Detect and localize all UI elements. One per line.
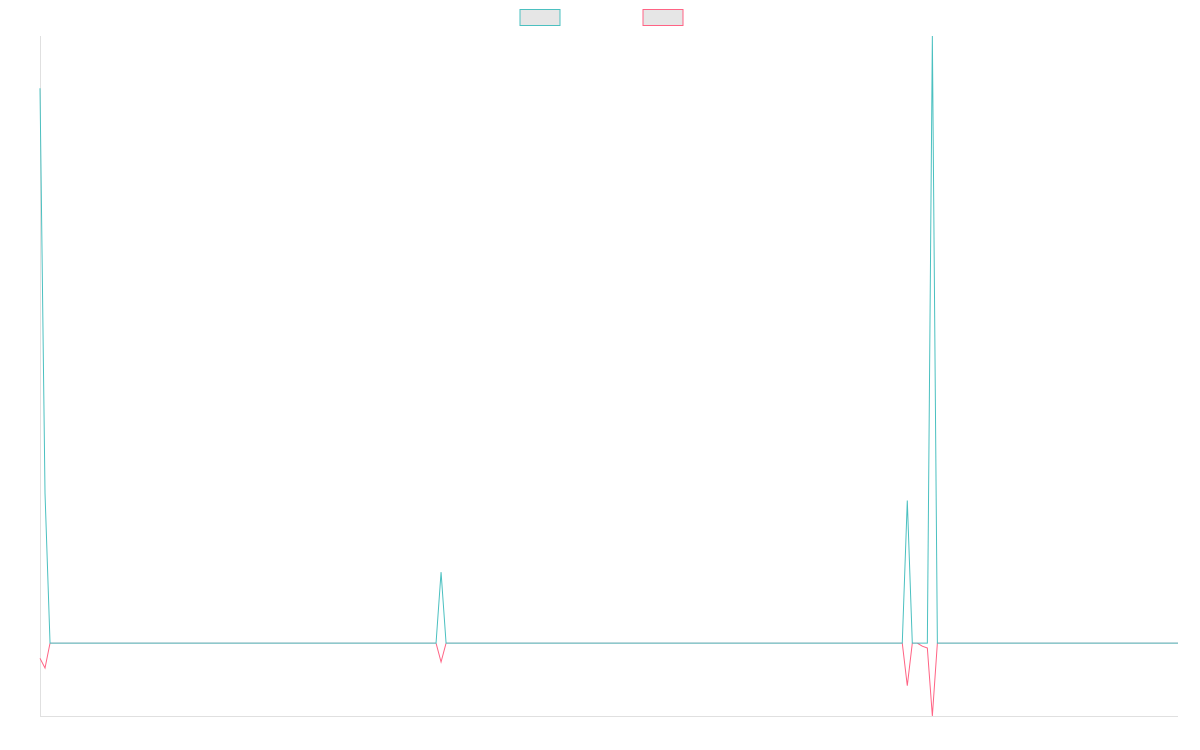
series-line [39,35,1178,644]
legend-swatch [519,9,561,26]
legend-swatch [642,9,684,26]
series-line [39,642,1178,717]
